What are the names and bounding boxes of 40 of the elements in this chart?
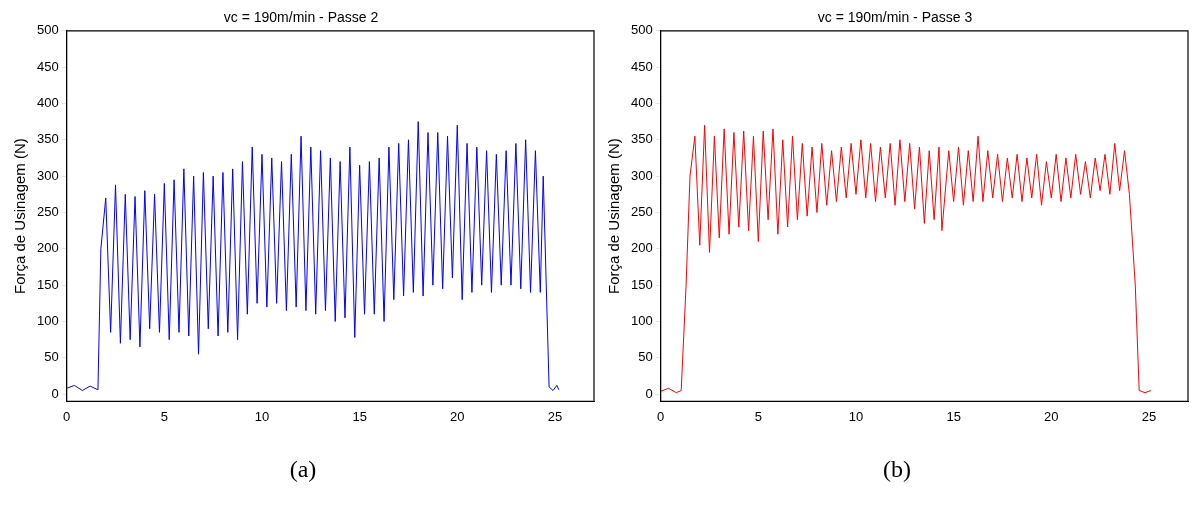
y-tick-label: 0 bbox=[51, 385, 59, 401]
y-tick-label: 200 bbox=[36, 240, 59, 256]
x-tick-label: 25 bbox=[547, 408, 563, 424]
text: (a) bbox=[289, 456, 317, 483]
y-tick-label: 200 bbox=[630, 240, 653, 256]
y-axis-title: Força de Usinagem (N) bbox=[605, 138, 623, 295]
x-tick-label: 25 bbox=[1141, 408, 1157, 424]
x-tick-label: 20 bbox=[450, 408, 465, 424]
x-tick-label: 0 bbox=[657, 408, 665, 424]
y-tick-label: 150 bbox=[36, 276, 59, 292]
x-tick-label: 15 bbox=[946, 408, 961, 424]
y-tick-label: 400 bbox=[630, 95, 653, 111]
y-tick-label: 450 bbox=[630, 58, 653, 74]
x-tick-label: 10 bbox=[254, 408, 270, 424]
y-tick-label: 350 bbox=[630, 131, 653, 147]
x-tick-label: 0 bbox=[63, 408, 71, 424]
x-tick-label: 20 bbox=[1044, 408, 1059, 424]
x-tick-label: 10 bbox=[848, 408, 864, 424]
y-tick-label: 500 bbox=[36, 22, 59, 38]
x-tick-label: 5 bbox=[754, 408, 762, 424]
y-tick-label: 50 bbox=[44, 349, 59, 365]
y-axis-title: Força de Usinagem (N) bbox=[11, 138, 29, 295]
y-tick-label: 50 bbox=[638, 349, 653, 365]
y-tick-label: 150 bbox=[630, 276, 653, 292]
y-tick-label: 100 bbox=[630, 313, 653, 329]
y-tick-label: 300 bbox=[36, 167, 59, 183]
x-tick-label: 5 bbox=[160, 408, 168, 424]
chart-title: vc = 190m/min - Passe 3 bbox=[817, 9, 973, 26]
y-tick-label: 0 bbox=[645, 385, 653, 401]
y-tick-label: 250 bbox=[630, 204, 653, 220]
y-tick-label: 350 bbox=[36, 131, 59, 147]
chart-title: vc = 190m/min - Passe 2 bbox=[223, 9, 379, 26]
x-tick-label: 15 bbox=[352, 408, 367, 424]
y-tick-label: 300 bbox=[630, 167, 653, 183]
text: (b) bbox=[883, 456, 911, 483]
y-tick-label: 400 bbox=[36, 95, 59, 111]
y-tick-label: 100 bbox=[36, 313, 59, 329]
y-tick-label: 250 bbox=[36, 204, 59, 220]
y-tick-label: 450 bbox=[36, 58, 59, 74]
y-tick-label: 500 bbox=[630, 22, 653, 38]
